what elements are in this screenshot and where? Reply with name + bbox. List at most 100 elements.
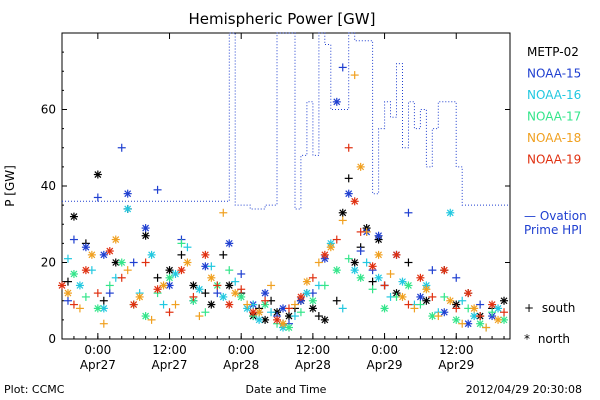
ovation-legend-line2: Prime HPI bbox=[524, 223, 582, 237]
ovation-legend-line1: — Ovation bbox=[524, 209, 587, 223]
point-noaa-18 bbox=[356, 162, 365, 171]
point-noaa-19 bbox=[350, 197, 359, 206]
plot-timestamp: 2012/04/29 20:30:08 bbox=[466, 383, 582, 396]
point-noaa-18 bbox=[470, 304, 479, 313]
point-noaa-16 bbox=[63, 254, 72, 263]
point-noaa-19 bbox=[332, 235, 341, 244]
point-noaa-17 bbox=[344, 254, 353, 263]
x-tick-date-label: Apr28 bbox=[295, 358, 331, 372]
point-noaa-19 bbox=[440, 266, 449, 275]
point-noaa-16 bbox=[171, 269, 180, 278]
point-noaa-18 bbox=[374, 250, 383, 259]
x-axis-label: Date and Time bbox=[246, 383, 327, 396]
point-metp-02 bbox=[177, 250, 186, 259]
point-noaa-15 bbox=[153, 185, 162, 194]
point-noaa-19 bbox=[213, 281, 222, 290]
point-noaa-17 bbox=[117, 258, 126, 267]
point-noaa-17 bbox=[69, 269, 78, 278]
point-noaa-17 bbox=[237, 292, 246, 301]
y-tick-label: 60 bbox=[41, 103, 56, 117]
x-tick-date-label: Apr29 bbox=[367, 358, 403, 372]
point-metp-02 bbox=[219, 250, 228, 259]
point-noaa-15 bbox=[69, 235, 78, 244]
point-noaa-17 bbox=[296, 308, 305, 317]
point-noaa-18 bbox=[302, 277, 311, 286]
y-tick-label: 0 bbox=[48, 332, 56, 346]
point-noaa-18 bbox=[290, 300, 299, 309]
y-tick-label: 20 bbox=[41, 256, 56, 270]
point-metp-02 bbox=[308, 304, 317, 313]
point-noaa-18 bbox=[171, 300, 180, 309]
point-noaa-16 bbox=[458, 296, 467, 305]
legend-item-noaa-18: NOAA-18 bbox=[527, 131, 581, 145]
point-noaa-19 bbox=[488, 300, 497, 309]
point-noaa-18 bbox=[326, 243, 335, 252]
plot-frame bbox=[61, 32, 511, 340]
point-noaa-16 bbox=[374, 273, 383, 282]
point-noaa-15 bbox=[476, 300, 485, 309]
point-noaa-18 bbox=[398, 292, 407, 301]
point-noaa-19 bbox=[189, 292, 198, 301]
point-noaa-18 bbox=[147, 315, 156, 324]
point-noaa-18 bbox=[434, 312, 443, 321]
point-noaa-18 bbox=[219, 208, 228, 217]
point-noaa-18 bbox=[111, 235, 120, 244]
marker-legend-north-label: north bbox=[538, 332, 570, 346]
marker-legend-south: + south bbox=[524, 301, 575, 315]
point-noaa-16 bbox=[255, 315, 264, 324]
point-noaa-19 bbox=[273, 315, 282, 324]
point-noaa-16 bbox=[302, 289, 311, 298]
point-noaa-17 bbox=[105, 281, 114, 290]
ovation-line bbox=[62, 32, 510, 210]
point-noaa-19 bbox=[464, 289, 473, 298]
point-noaa-19 bbox=[284, 304, 293, 313]
point-noaa-19 bbox=[69, 300, 78, 309]
point-noaa-17 bbox=[177, 239, 186, 248]
point-noaa-15 bbox=[123, 189, 132, 198]
point-noaa-17 bbox=[141, 312, 150, 321]
point-noaa-15 bbox=[344, 189, 353, 198]
y-ticks: 0 20 40 60 bbox=[41, 32, 510, 346]
point-metp-02 bbox=[207, 300, 216, 309]
point-noaa-15 bbox=[416, 292, 425, 301]
point-metp-02 bbox=[93, 170, 102, 179]
point-noaa-15 bbox=[99, 250, 108, 259]
point-noaa-18 bbox=[87, 250, 96, 259]
point-noaa-17 bbox=[404, 281, 413, 290]
point-noaa-19 bbox=[500, 308, 509, 317]
point-noaa-18 bbox=[159, 281, 168, 290]
point-noaa-15 bbox=[93, 193, 102, 202]
point-noaa-18 bbox=[422, 285, 431, 294]
x-tick-time-label: 12:00 bbox=[296, 343, 331, 357]
point-noaa-19 bbox=[201, 250, 210, 259]
point-noaa-19 bbox=[356, 227, 365, 236]
point-noaa-19 bbox=[428, 292, 437, 301]
point-noaa-18 bbox=[243, 300, 252, 309]
point-noaa-19 bbox=[308, 273, 317, 282]
point-noaa-17 bbox=[93, 304, 102, 313]
chart-title: Hemispheric Power [GW] bbox=[189, 10, 376, 28]
point-noaa-18 bbox=[135, 292, 144, 301]
point-noaa-16 bbox=[494, 304, 503, 313]
point-noaa-17 bbox=[440, 292, 449, 301]
point-noaa-16 bbox=[75, 281, 84, 290]
point-metp-02 bbox=[63, 277, 72, 286]
point-noaa-19 bbox=[392, 250, 401, 259]
point-noaa-18 bbox=[446, 296, 455, 305]
point-noaa-18 bbox=[183, 258, 192, 267]
point-metp-02 bbox=[165, 266, 174, 275]
x-tick-time-label: 0:00 bbox=[228, 343, 255, 357]
point-noaa-15 bbox=[356, 247, 365, 256]
point-noaa-18 bbox=[195, 312, 204, 321]
point-metp-02 bbox=[189, 281, 198, 290]
point-noaa-18 bbox=[386, 269, 395, 278]
point-noaa-15 bbox=[63, 296, 72, 305]
point-noaa-19 bbox=[105, 247, 114, 256]
point-noaa-16 bbox=[290, 312, 299, 321]
point-noaa-15 bbox=[374, 231, 383, 240]
point-noaa-18 bbox=[99, 319, 108, 328]
legend-item-noaa-17: NOAA-17 bbox=[527, 110, 581, 124]
point-noaa-15 bbox=[117, 143, 126, 152]
point-metp-02 bbox=[314, 312, 323, 321]
point-noaa-17 bbox=[165, 273, 174, 282]
